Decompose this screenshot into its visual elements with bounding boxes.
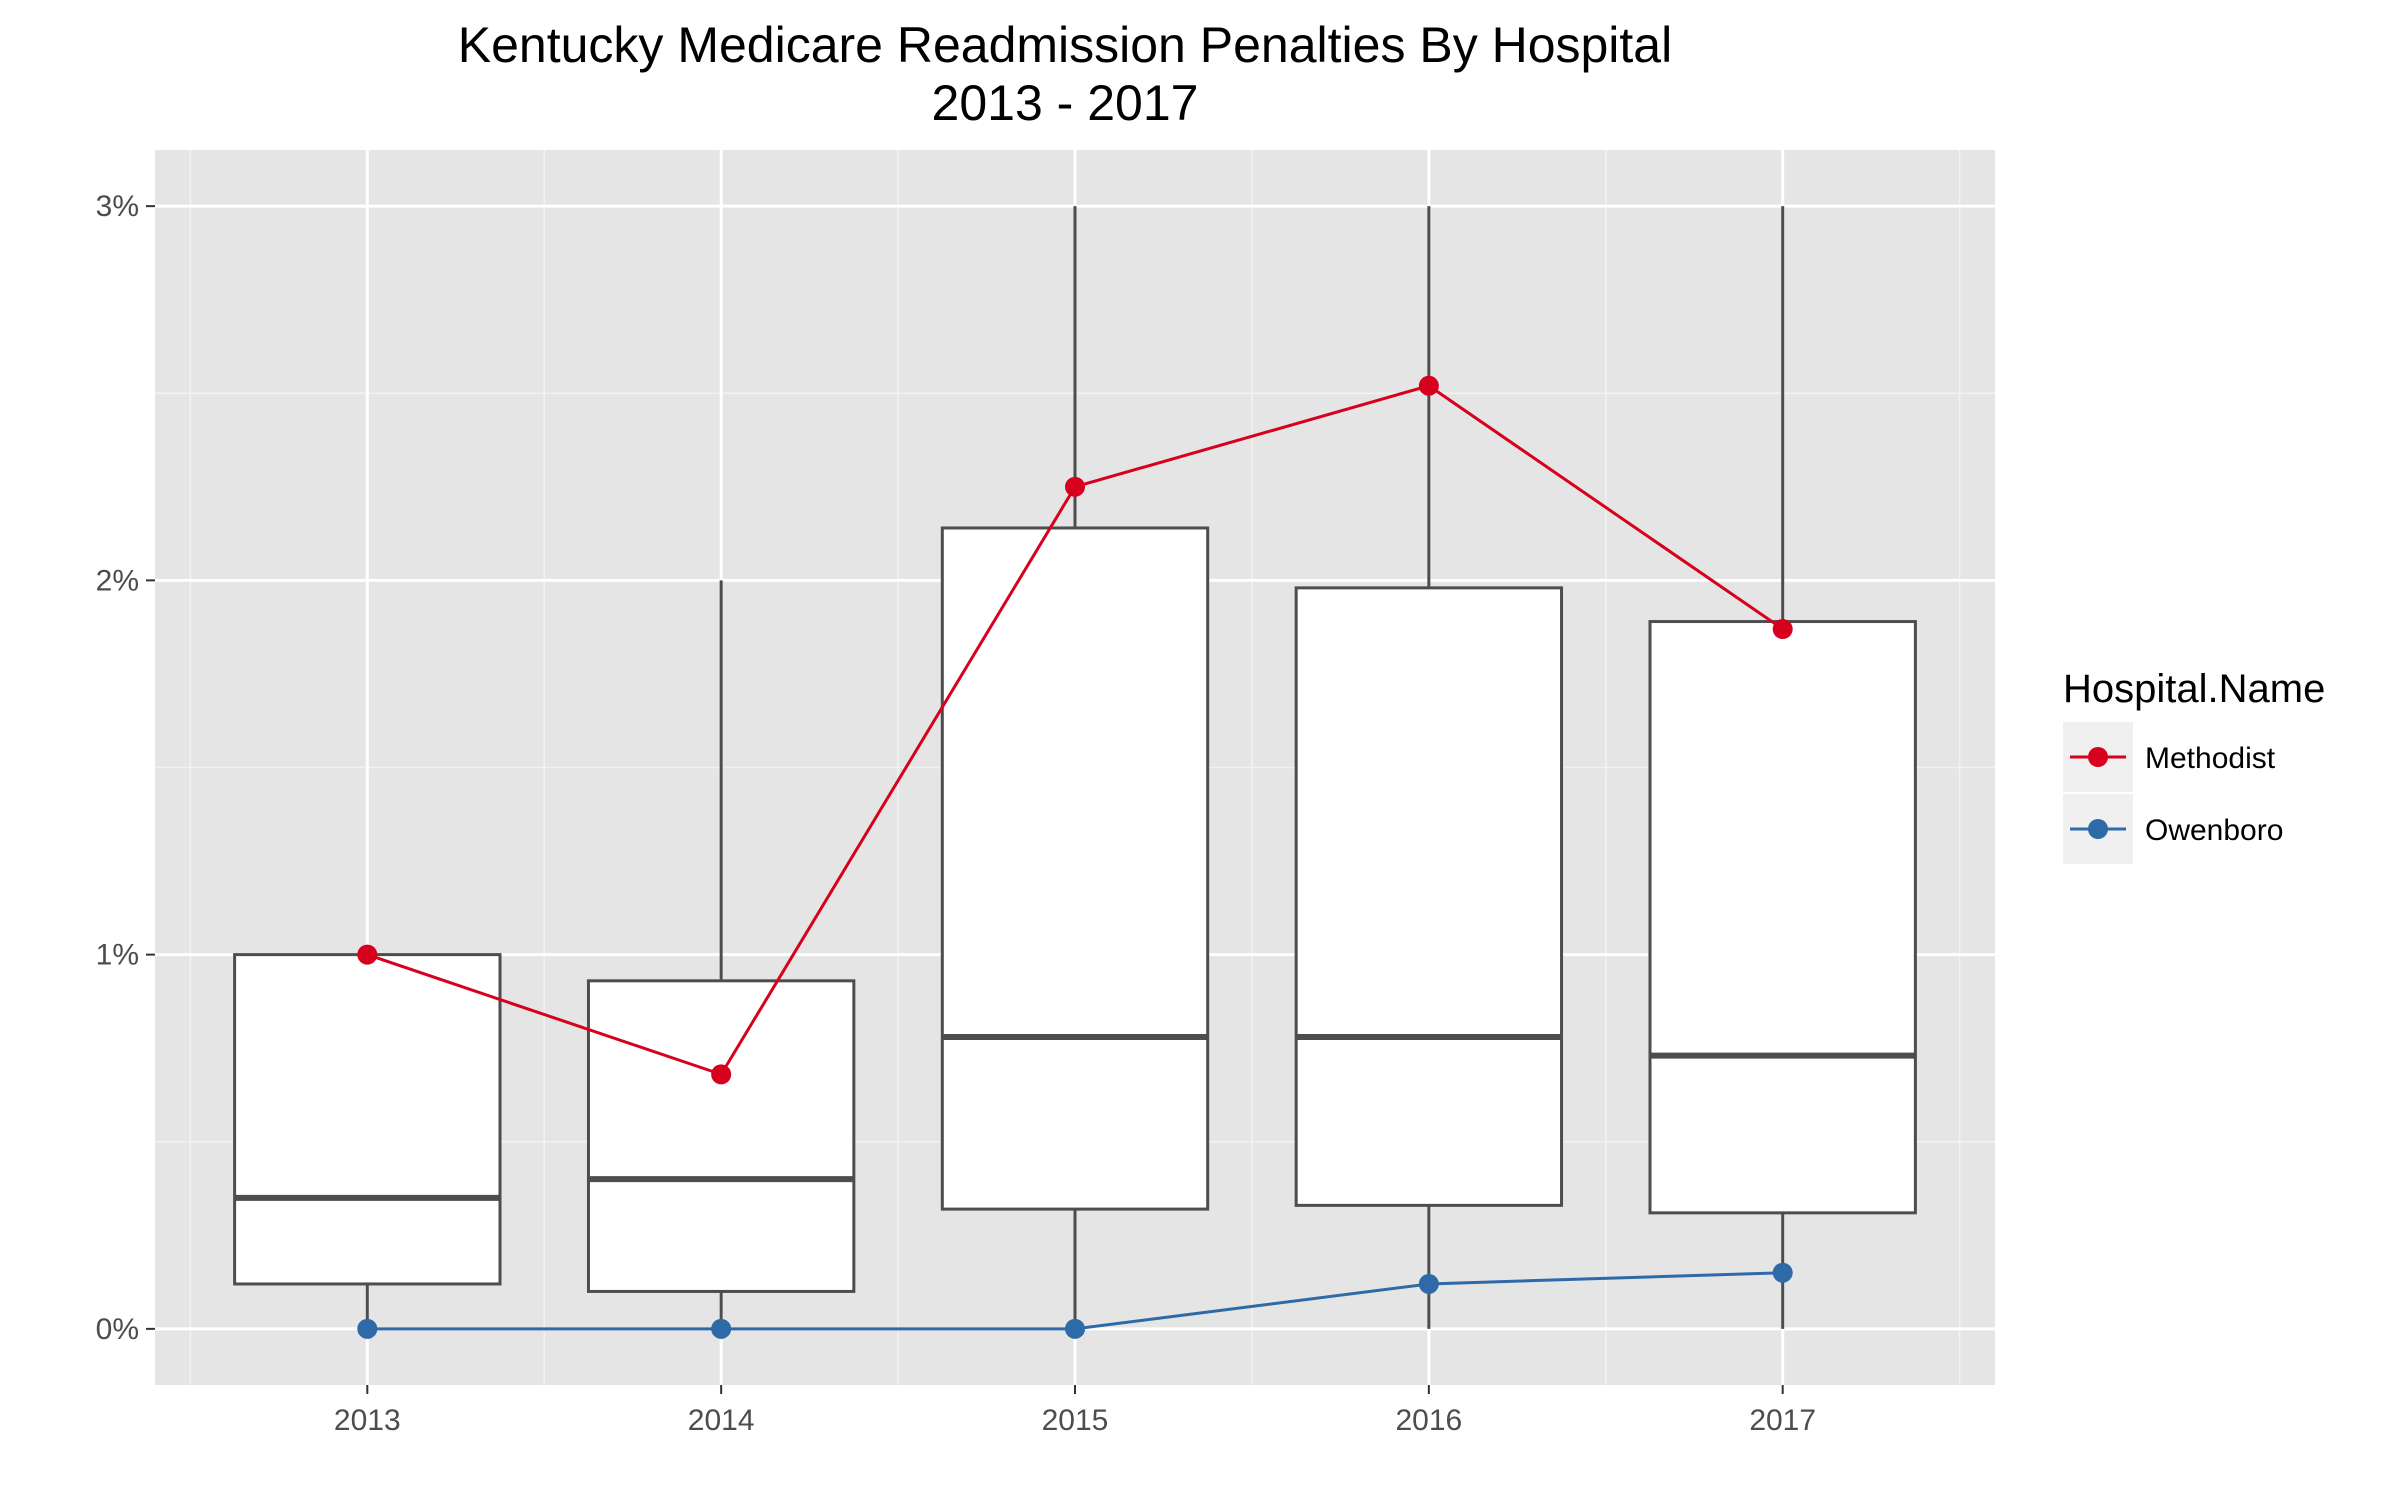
point-methodist-2014 — [711, 1064, 732, 1085]
point-methodist-2016 — [1418, 375, 1439, 396]
point-owenboro-2015 — [1065, 1318, 1085, 1339]
boxplot-2013 — [233, 953, 502, 1329]
boxplots — [233, 206, 1917, 1329]
plot-area — [155, 150, 1995, 1385]
x-tick-label: 2015 — [1042, 1404, 1109, 1437]
legend-label-methodist: Methodist — [2145, 742, 2276, 775]
point-methodist-2013 — [357, 944, 378, 965]
legend-key-point — [2088, 819, 2108, 839]
series-owenboro — [357, 1262, 1793, 1339]
y-tick-label: 1% — [96, 939, 139, 972]
point-owenboro-2017 — [1772, 1262, 1793, 1283]
legend-item-methodist: Methodist — [2063, 722, 2276, 792]
x-axis: 2013 2014 2015 2016 2017 — [334, 1385, 1816, 1437]
data-series — [357, 375, 1793, 1339]
box-iqr — [1648, 620, 1917, 1215]
chart-title: Kentucky Medicare Readmission Penalties … — [458, 17, 1672, 73]
box-iqr — [586, 979, 856, 1293]
boxplot-2016 — [1294, 206, 1564, 1329]
series-methodist — [357, 375, 1793, 1085]
box-iqr — [233, 953, 502, 1286]
point-owenboro-2014 — [711, 1318, 732, 1339]
point-owenboro-2016 — [1418, 1273, 1439, 1294]
boxplot-2015 — [940, 206, 1210, 1329]
box-iqr — [1294, 586, 1564, 1207]
boxplot-2014 — [586, 580, 856, 1329]
legend-items: Methodist Owenboro — [2063, 722, 2283, 864]
legend-item-owenboro: Owenboro — [2063, 794, 2283, 864]
point-owenboro-2013 — [357, 1318, 378, 1339]
chart-subtitle: 2013 - 2017 — [932, 75, 1199, 131]
y-tick-label: 2% — [96, 564, 139, 597]
legend-label-owenboro: Owenboro — [2145, 814, 2283, 847]
y-tick-label: 0% — [96, 1313, 139, 1346]
point-methodist-2015 — [1065, 476, 1085, 497]
boxplot-2017 — [1648, 206, 1917, 1329]
box-iqr — [940, 526, 1210, 1211]
x-tick-label: 2013 — [334, 1404, 401, 1437]
legend: Hospital.Name Methodist Owenboro — [2063, 667, 2325, 864]
x-tick-label: 2014 — [688, 1404, 755, 1437]
x-tick-label: 2017 — [1749, 1404, 1816, 1437]
point-methodist-2017 — [1772, 619, 1793, 640]
legend-title: Hospital.Name — [2063, 667, 2325, 711]
y-tick-label: 3% — [96, 190, 139, 223]
y-axis: 0% 1% 2% 3% — [96, 190, 155, 1346]
x-tick-label: 2016 — [1395, 1404, 1462, 1437]
legend-key-point — [2088, 747, 2108, 767]
